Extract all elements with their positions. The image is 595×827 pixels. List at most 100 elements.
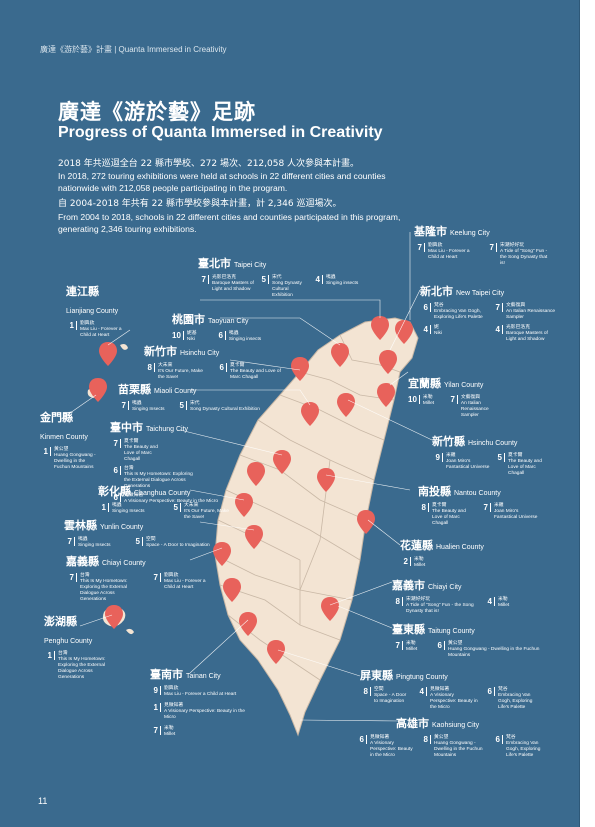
exhibition-title-zh: 夏卡爾 (432, 503, 447, 508)
region-chiayi-county: 嘉義縣 Chiayi County 7 台灣 This Is My Hometown:… (66, 552, 212, 603)
exhibition-title-zh: 台灣 (58, 651, 68, 656)
exhibition-title-zh: 空間 (146, 537, 156, 542)
exhibition-title-en: Embracing Van Gogh, Exploring Life's Pal… (498, 693, 533, 710)
intro-total-zh: 自 2004-2018 年共有 22 縣市學校參與本計畫，計 2,346 巡迴場… (58, 199, 342, 209)
taiwan-island (214, 317, 419, 737)
exhibition-count: 6 (492, 735, 503, 744)
region-name-en: Chiayi City (428, 584, 462, 591)
exhibition-count: 4 (416, 687, 427, 696)
region-name-zh: 南投縣 (418, 485, 451, 498)
exhibition-title-zh: 梵谷 (498, 687, 508, 692)
region-name-en: Nantou County (454, 490, 501, 497)
exhibition-count: 7 (150, 726, 161, 735)
exhibition-count: 8 (418, 503, 429, 512)
map-pin (379, 350, 397, 374)
exhibition-count: 1 (66, 321, 77, 330)
exhibition-title-zh: 梵谷 (506, 735, 516, 740)
region-name-en: Hsinchu County (468, 440, 518, 447)
exhibition-title-en: Millet (406, 647, 418, 652)
region-chiayi-city: 嘉義市 Chiayi City 8 宋潮好好玩 A Tide of "Song" Fu… (392, 576, 518, 615)
exhibition-count: 7 (150, 573, 161, 582)
exhibition-count: 5 (494, 453, 505, 462)
exhibition-title-en: Joan Miro's Fantastical Universe (446, 459, 490, 470)
region-name-en: Kinmen County (40, 434, 88, 441)
region-name-zh: 臺中市 (110, 421, 143, 434)
exhibition-title-en: Niki (186, 337, 195, 342)
region-kinmen: 金門縣 Kinmen County 1 黃公望 Huang Gongwang - D… (40, 408, 98, 471)
exhibition-count: 6 (484, 687, 495, 696)
map-pin (105, 605, 123, 629)
exhibition-title-en: A Tide of "Song" Fun - the Song Dynasty … (406, 603, 474, 614)
page-title-en: Progress of Quanta Immersed in Creativit… (58, 124, 383, 141)
region-penghu: 澎湖縣 Penghu County 1 台灣 This Is My Hometown… (44, 612, 118, 681)
page-number: 11 (38, 796, 48, 806)
exhibition-title-zh: 空間 (374, 687, 384, 692)
region-taoyuan: 桃園市 Taoyuan City 10 妮基 Niki 6 鳴蟲 Singing inse… (172, 310, 279, 343)
exhibition-title-zh: 米勒 (414, 557, 424, 562)
region-name-zh: 基隆市 (414, 225, 447, 238)
exhibition-count: 1 (44, 651, 55, 660)
region-name-en: Yilan County (444, 382, 484, 389)
exhibition-title-en: The Beauty and Love of Marc Chagall (230, 369, 281, 380)
exhibition-title-en: Millet (164, 732, 176, 737)
region-hsinchu-county: 新竹縣 Hsinchu County 9 米羅 Joan Miro's Fantast… (432, 432, 552, 477)
exhibition-title-zh: 梵谷 (434, 303, 444, 308)
exhibition-title-zh: 見微知著 (370, 735, 390, 740)
exhibition-count: 6 (110, 466, 121, 475)
map-pins (89, 316, 413, 664)
region-pingtung: 屏東縣 Pingtung County 8 空間 Space - A Door to … (360, 666, 544, 711)
exhibition-count: 7 (64, 537, 75, 546)
region-keelung: 基隆市 Keelung City 7 劉興欽 Max Liu - Forever a … (414, 222, 550, 267)
exhibition-count: 10 (408, 395, 420, 404)
region-name-en: Taichung City (146, 426, 189, 433)
exhibition-title-zh: 夏卡爾 (124, 439, 139, 444)
exhibition-count: 8 (420, 735, 431, 744)
exhibition-count: 7 (392, 641, 403, 650)
exhibition-count: 8 (392, 597, 403, 606)
region-lianjiang: 連江縣 Lianjiang County 1 劉興欽 Max Liu - Forev… (66, 282, 130, 339)
region-name-en: Miaoli County (154, 388, 197, 395)
exhibition-title-en: Max Liu - Forever a Child at Heart (164, 579, 206, 590)
exhibition-count: 9 (150, 686, 161, 695)
exhibition-title-en: Max Liu - Forever a Child at Heart (164, 692, 237, 697)
exhibition-title-en: A Visionary Perspective: Beauty in the M… (370, 741, 413, 758)
region-new-taipei: 新北市 New Taipei City 6 梵谷 Embracing Van Gogh… (420, 282, 570, 343)
taiwan-map (59, 232, 433, 737)
region-name-en: Penghu County (44, 638, 93, 645)
exhibition-title-zh: 宋代 (190, 401, 200, 406)
map-pin (245, 525, 263, 549)
region-name-zh: 臺東縣 (392, 623, 425, 636)
exhibition-count: 7 (198, 275, 209, 284)
map-pin (331, 343, 349, 367)
exhibition-title-zh: 見微知著 (164, 703, 184, 708)
exhibition-title-zh: 鳴蟲 (78, 537, 88, 542)
region-name-zh: 新竹市 (144, 345, 177, 358)
region-hsinchu-city: 新竹市 Hsinchu City 8 大未來 It's Our Future, Mak… (144, 342, 290, 381)
exhibition-title-zh: 劉興欽 (164, 573, 179, 578)
map-pin (89, 378, 107, 402)
region-hualien: 花蓮縣 Hualien County 2 米勒 Millet (400, 536, 484, 569)
exhibition-count: 5 (170, 503, 181, 512)
exhibition-title-en: Huang Gongwang - Dwelling in the Fuchun … (434, 741, 483, 758)
region-miaoli: 苗栗縣 Miaoli County 7 鳴蟲 Singing Insects 5 宋代 S… (118, 380, 290, 413)
exhibition-title-en: Embracing Van Gogh, Exploring Life's Pal… (434, 309, 483, 320)
exhibition-count: 4 (492, 325, 503, 334)
region-name-en: Kaohsiung City (432, 722, 480, 729)
exhibition-title-en: Singing insects (326, 281, 359, 286)
region-name-zh: 桃園市 (172, 313, 205, 326)
region-name-zh: 新竹縣 (432, 435, 465, 448)
exhibition-title-zh: 黃公望 (54, 447, 69, 452)
region-name-zh: 澎湖縣 (44, 615, 77, 628)
exhibition-title-en: An Italian Renaissance Sampler (460, 401, 489, 418)
region-taichung: 臺中市 Taichung City 7 夏卡爾 The Beauty and Love… (110, 418, 260, 505)
exhibition-title-zh: 米羅 (446, 453, 456, 458)
region-name-zh: 連江縣 (66, 285, 99, 298)
running-header: 廣達《游於藝》計畫 | Quanta Immersed in Creativit… (40, 45, 227, 54)
exhibition-count: 5 (258, 275, 269, 284)
exhibition-title-en: Max Liu - Forever a Child at Heart (428, 249, 470, 260)
region-name-en: Chiayi County (102, 560, 146, 567)
region-name-en: New Taipei City (456, 290, 505, 297)
exhibition-title-zh: 妮基 (186, 331, 197, 336)
exhibition-title-en: A Visionary Perspective: Beauty in the M… (430, 693, 478, 710)
map-pin (273, 450, 291, 474)
